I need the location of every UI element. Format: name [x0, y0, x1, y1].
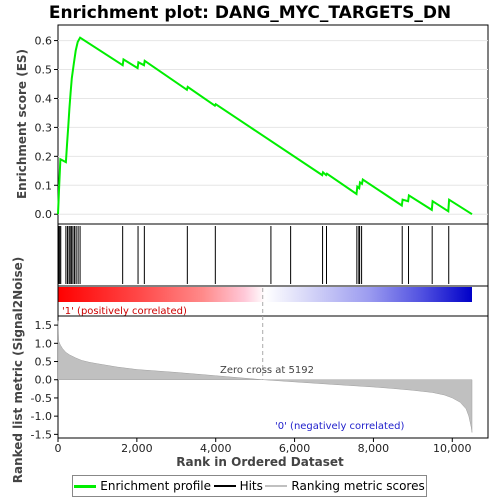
es-y-tick-label: 0.6 [35, 35, 53, 48]
rank-y-tick-label: -0.5 [31, 392, 52, 405]
hit-markers [58, 226, 450, 284]
rank-y-tick-label: 1.5 [35, 319, 53, 332]
es-y-tick-label: 0.3 [35, 121, 53, 134]
x-tick-label: 0 [55, 442, 62, 455]
enrichment-profile-line [57, 36, 473, 216]
legend-item-hits: Hits [213, 479, 263, 493]
es-gridlines [58, 40, 488, 215]
rank-y-tick-label: 1.0 [35, 337, 53, 350]
rank-y-axis-label: Ranked list metric (Signal2Noise) [11, 257, 25, 484]
es-y-tick-label: 0.5 [35, 64, 53, 77]
legend-label: Ranking metric scores [291, 479, 425, 493]
rank-y-ticks: 1.5 1.0 0.5 0.0 -0.5 -1.0 -1.5 [31, 319, 58, 441]
x-tick-label: 6,000 [279, 442, 311, 455]
negative-label: '0' (negatively correlated) [275, 421, 404, 432]
ranking-metric-area [57, 320, 473, 433]
positive-label: '1' (positively correlated) [62, 306, 187, 317]
x-tick-label: 2,000 [121, 442, 153, 455]
zero-cross-label: Zero cross at 5192 [220, 365, 314, 376]
es-y-tick-label: 0.2 [35, 150, 53, 163]
x-ticks: 0 2,000 4,000 6,000 8,000 10,000 [55, 438, 472, 455]
x-axis-label: Rank in Ordered Dataset [176, 455, 344, 469]
rank-y-tick-label: 0.5 [35, 356, 53, 369]
es-y-tick-label: 0.1 [35, 179, 53, 192]
rank-y-tick-label: 0.0 [35, 374, 53, 387]
es-y-tick-label: 0.4 [35, 92, 53, 105]
ranking-swatch-icon [265, 485, 288, 487]
chart-title: Enrichment plot: DANG_MYC_TARGETS_DN [49, 3, 451, 23]
x-tick-label: 10,000 [433, 442, 472, 455]
es-y-tick-label: 0.0 [35, 208, 53, 221]
hits-swatch-icon [213, 485, 236, 487]
legend-label: Hits [239, 479, 263, 493]
rank-y-tick-label: -1.5 [31, 428, 52, 441]
legend: Enrichment profile Hits Ranking metric s… [72, 475, 427, 497]
es-y-ticks: 0.0 0.1 0.2 0.3 0.4 0.5 0.6 [35, 35, 58, 221]
x-tick-label: 4,000 [200, 442, 232, 455]
es-y-axis-label: Enrichment score (ES) [15, 49, 29, 199]
legend-item-ranking: Ranking metric scores [265, 479, 425, 493]
rank-y-tick-label: -1.0 [31, 410, 52, 423]
legend-item-profile: Enrichment profile [74, 479, 211, 493]
ranking-color-bar [58, 287, 472, 302]
es-panel-frame [57, 24, 489, 225]
x-tick-label: 8,000 [358, 442, 390, 455]
legend-label: Enrichment profile [100, 479, 212, 493]
profile-swatch-icon [74, 484, 97, 488]
